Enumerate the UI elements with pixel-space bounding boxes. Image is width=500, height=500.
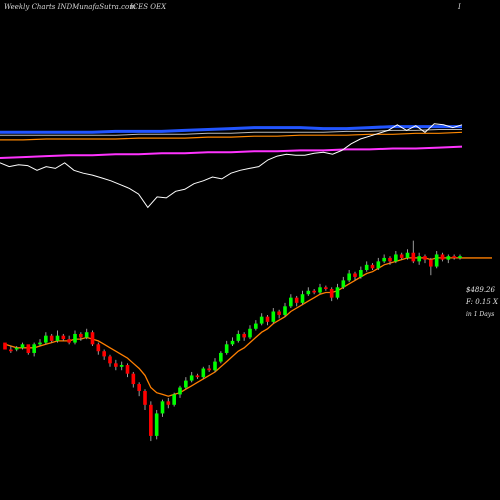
candle-body (429, 259, 433, 267)
price-change-label: F: 0.15 X (466, 298, 498, 306)
candle-body (382, 257, 386, 262)
candle-body (335, 287, 340, 298)
candle-body (143, 390, 147, 405)
indicator-line-orange (0, 131, 463, 141)
candle-body (259, 316, 264, 324)
candle-body (195, 375, 200, 378)
candlestick-layer (3, 240, 462, 442)
candle-body (417, 256, 421, 262)
candle-body (434, 254, 439, 267)
candle-body (20, 344, 25, 348)
candle-body (370, 264, 375, 269)
indicator-panel (0, 123, 463, 209)
candle-body (108, 356, 112, 364)
candle-body (90, 332, 95, 345)
candle-body (242, 333, 246, 338)
candle-body (189, 375, 194, 381)
candle-body (79, 333, 83, 338)
last-price-label: $489.26 (466, 286, 495, 294)
candle-body (364, 264, 369, 271)
candle-body (55, 335, 60, 341)
candle-body (411, 252, 416, 262)
candle-body (49, 335, 54, 341)
candle-body (353, 273, 357, 277)
candle-body (131, 373, 136, 385)
candle-body (359, 270, 363, 277)
candle-body (271, 311, 276, 322)
candle-body (207, 368, 211, 371)
candle-body (254, 323, 258, 329)
indicator-line-white (0, 123, 463, 209)
chart-title-right: I (458, 3, 461, 11)
candle-body (341, 280, 346, 288)
candle-body (440, 254, 445, 260)
candle-body (224, 344, 229, 353)
candle-body (3, 342, 7, 350)
candle-body (236, 333, 241, 341)
candle-body (376, 261, 381, 269)
candle-body (84, 332, 89, 338)
candle-body (96, 344, 101, 352)
chart-symbol-title: ICES OEX (130, 3, 167, 11)
candle-body (178, 387, 182, 395)
candle-body (423, 256, 427, 260)
ema-layer (4, 257, 492, 397)
candle-body (219, 352, 223, 362)
candle-body (213, 361, 217, 371)
candle-body (277, 311, 281, 315)
candle-body (137, 384, 141, 391)
candle-body (119, 365, 124, 367)
candle-body (125, 365, 130, 374)
candle-body (248, 328, 252, 338)
candle-body (452, 256, 456, 258)
candle-body (61, 335, 66, 340)
candle-body (283, 306, 287, 315)
candle-body (388, 257, 392, 262)
candle-body (318, 287, 322, 293)
candle-body (300, 294, 305, 303)
period-label: in 1 Days (466, 311, 495, 318)
candle-body (67, 339, 71, 343)
candle-body (289, 297, 293, 307)
candle-body (38, 342, 42, 345)
candle-body (44, 335, 48, 343)
candle-body (172, 394, 176, 405)
chart-source-title: Weekly Charts INDMunafaSutra.com (4, 3, 136, 11)
candle-body (458, 256, 462, 258)
candle-body (201, 368, 206, 378)
candle-body (399, 254, 404, 258)
candle-body (312, 290, 316, 293)
candle-body (26, 344, 31, 353)
candle-body (102, 351, 106, 357)
candle-body (14, 347, 19, 350)
candle-body (154, 413, 159, 436)
candle-body (166, 401, 171, 405)
candle-body (265, 316, 270, 322)
candle-body (446, 256, 451, 260)
indicator-line-blue (0, 125, 462, 134)
candle-body (149, 404, 153, 436)
candle-body (329, 289, 334, 298)
candle-body (184, 380, 188, 388)
candle-body (347, 273, 351, 281)
candle-body (405, 252, 410, 258)
candle-body (306, 290, 311, 295)
candle-body (230, 340, 235, 345)
candle-body (9, 349, 13, 352)
indicator-line-magenta (0, 145, 463, 159)
candle-body (32, 344, 36, 353)
candle-body (114, 363, 118, 367)
candle-body (394, 254, 398, 262)
candle-body (324, 287, 328, 290)
candle-body (294, 297, 299, 303)
candle-body (160, 401, 165, 414)
indicator-line-grey (0, 129, 462, 136)
candle-body (73, 333, 77, 343)
ema-line (4, 257, 460, 397)
